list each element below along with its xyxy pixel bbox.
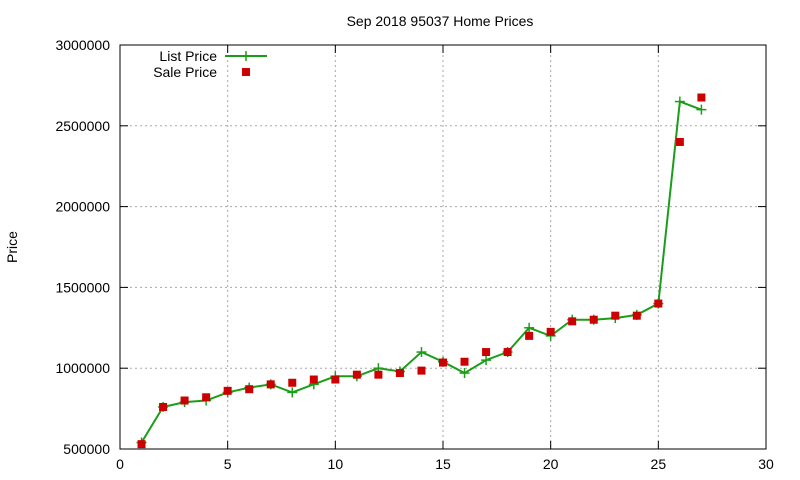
legend-marker bbox=[242, 68, 250, 76]
series-layer bbox=[136, 93, 707, 449]
x-tick-label: 30 bbox=[758, 456, 774, 472]
x-tick-label: 15 bbox=[435, 456, 451, 472]
data-point bbox=[459, 368, 470, 379]
legend-marker bbox=[241, 51, 251, 61]
data-point bbox=[524, 322, 535, 333]
y-tick-label: 2000000 bbox=[55, 199, 110, 215]
data-point bbox=[180, 396, 189, 405]
data-point bbox=[611, 311, 620, 320]
data-point bbox=[546, 327, 555, 336]
data-point bbox=[439, 358, 447, 367]
data-point bbox=[568, 317, 577, 326]
legend-label: Sale Price bbox=[153, 64, 217, 80]
data-point bbox=[697, 93, 706, 102]
data-point bbox=[589, 315, 598, 324]
data-point bbox=[481, 355, 492, 366]
y-tick-label: 3000000 bbox=[55, 37, 110, 53]
chart-title: Sep 2018 95037 Home Prices bbox=[347, 13, 534, 29]
data-point bbox=[287, 387, 298, 398]
y-tick-label: 1000000 bbox=[55, 360, 110, 376]
x-tick-label: 10 bbox=[328, 456, 344, 472]
series-list-price bbox=[136, 96, 707, 448]
data-point bbox=[460, 357, 469, 366]
data-point bbox=[632, 311, 641, 320]
data-point bbox=[674, 96, 685, 107]
data-point bbox=[696, 104, 707, 115]
y-axis-label: Price bbox=[4, 231, 20, 263]
data-point bbox=[482, 348, 491, 357]
y-tick-label: 2500000 bbox=[55, 118, 110, 134]
data-point bbox=[137, 440, 146, 449]
x-tick-label: 20 bbox=[543, 456, 559, 472]
data-point bbox=[416, 347, 427, 358]
data-point bbox=[309, 375, 318, 384]
data-point bbox=[159, 402, 168, 411]
data-point bbox=[417, 366, 426, 375]
legend-entry: List Price bbox=[159, 48, 267, 64]
data-point bbox=[245, 385, 254, 394]
data-point bbox=[374, 370, 383, 379]
y-tick-label: 500000 bbox=[63, 441, 110, 457]
series-sale-price bbox=[137, 93, 706, 449]
data-point bbox=[654, 299, 663, 308]
legend-label: List Price bbox=[159, 48, 217, 64]
data-point bbox=[503, 348, 512, 357]
data-point bbox=[525, 331, 534, 340]
data-point bbox=[395, 369, 404, 378]
data-point bbox=[288, 378, 297, 387]
axis-ticks: 500000 1000000 1500000 2000000 2500000 300000… bbox=[55, 37, 774, 472]
y-tick-label: 1500000 bbox=[55, 279, 110, 295]
data-point bbox=[223, 386, 232, 395]
data-point bbox=[352, 370, 361, 379]
data-point bbox=[202, 393, 211, 402]
x-tick-label: 25 bbox=[651, 456, 667, 472]
x-tick-label: 0 bbox=[116, 456, 124, 472]
data-point bbox=[331, 375, 340, 384]
grid bbox=[120, 45, 766, 449]
legend-entry: Sale Price bbox=[153, 64, 250, 80]
data-point bbox=[675, 137, 684, 146]
x-tick-label: 5 bbox=[224, 456, 232, 472]
data-point bbox=[266, 380, 275, 389]
